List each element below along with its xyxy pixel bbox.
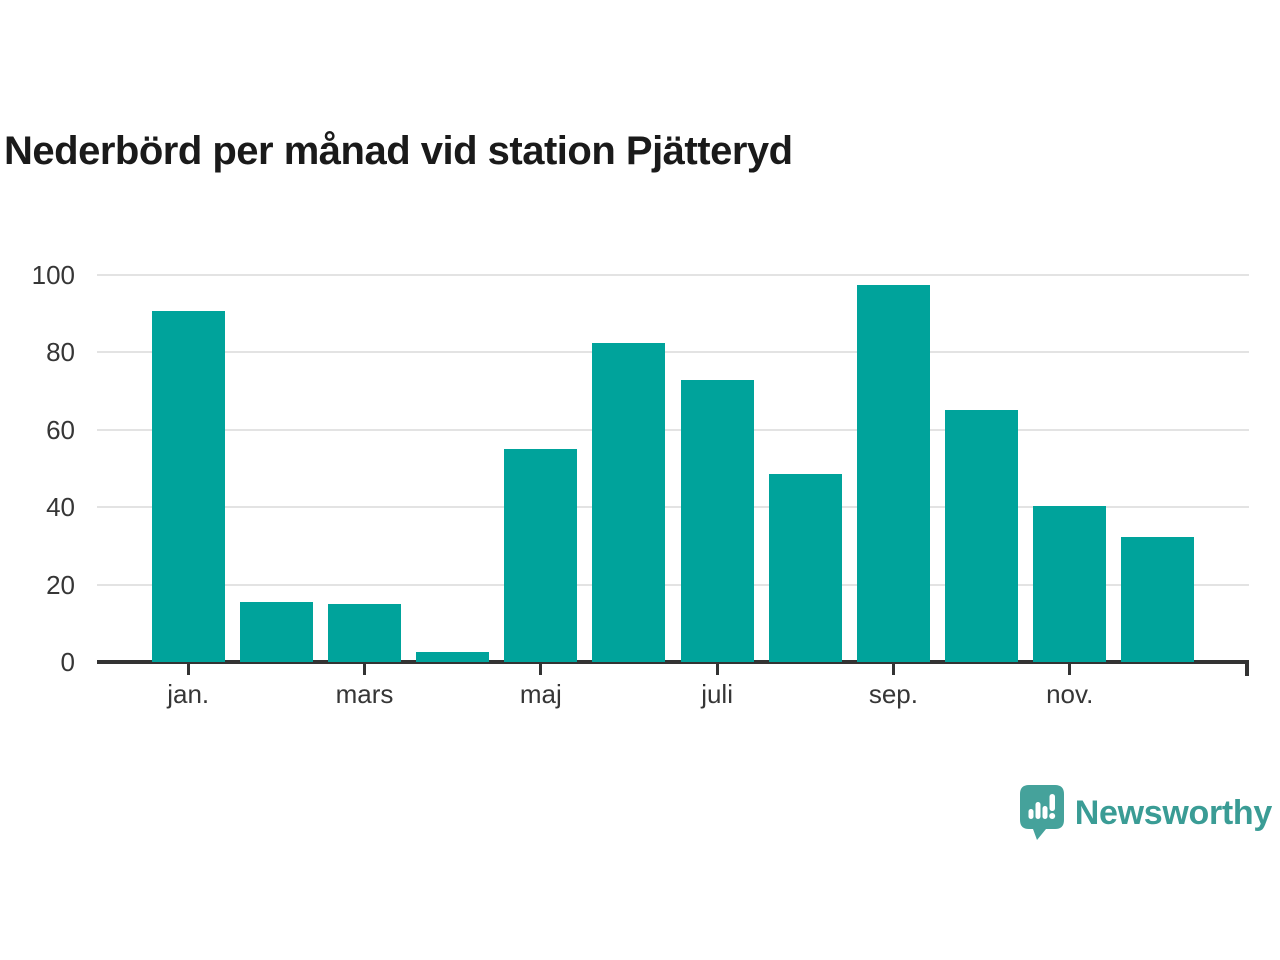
newsworthy-logo-icon (1019, 785, 1064, 840)
plot-area: 0 20 40 60 80 100 jan. mars maj juli sep. nov. (32, 260, 1249, 709)
y-axis-label-80: 80 (46, 337, 75, 368)
gridline-y-40 (97, 506, 1249, 509)
x-tick-maj (539, 664, 543, 675)
y-axis-label-20: 20 (46, 569, 75, 600)
x-tick-sep (891, 664, 895, 675)
x-tick-nov (1068, 664, 1072, 675)
newsworthy-logo: Newsworthy (1019, 782, 1272, 844)
mini-bar-1 (1028, 809, 1034, 819)
x-axis-label-maj: maj (519, 679, 562, 709)
newsworthy-logo-text: Newsworthy (1074, 793, 1273, 832)
speech-bubble-shape (1019, 785, 1064, 840)
bar-okt. (945, 409, 1019, 662)
gridline-y-80 (97, 351, 1249, 354)
x-axis-label-nov: nov. (1046, 679, 1094, 709)
gridline-y-100 (97, 274, 1249, 276)
bar-juni (592, 343, 666, 662)
y-axis-label-60: 60 (46, 414, 75, 445)
chart-title: Nederbörd per månad vid station Pjättery… (4, 129, 793, 173)
x-tick-mars (363, 664, 366, 675)
x-axis-end-tick (1245, 664, 1249, 676)
gridline-y-20 (97, 583, 1249, 586)
bar-juli (680, 380, 754, 662)
x-axis-label-sep: sep. (868, 679, 918, 709)
bar-mars (328, 603, 401, 662)
y-axis-label-0: 0 (60, 647, 75, 677)
bar-maj (504, 448, 578, 662)
bar-apr. (416, 651, 490, 662)
gridline-y-60 (97, 428, 1249, 431)
x-tick-jan (186, 664, 190, 675)
mini-bar-2 (1035, 802, 1041, 819)
exclamation-dot (1048, 813, 1055, 819)
bar-feb. (239, 601, 313, 662)
y-axis-label-40: 40 (46, 492, 75, 523)
exclamation-bar (1049, 794, 1055, 811)
x-axis-label-jan: jan. (167, 679, 210, 709)
bar-sep. (856, 285, 930, 662)
bar-dec. (1121, 536, 1195, 662)
bar-nov. (1033, 506, 1107, 662)
mini-bar-3 (1042, 806, 1048, 819)
x-axis-line (97, 660, 1249, 664)
y-axis-label-100: 100 (31, 260, 75, 290)
bar-aug. (768, 474, 842, 662)
x-axis-label-juli: juli (701, 679, 733, 709)
x-axis-label-mars: mars (335, 679, 394, 709)
bar-jan. (151, 310, 225, 662)
x-tick-juli (715, 664, 719, 675)
